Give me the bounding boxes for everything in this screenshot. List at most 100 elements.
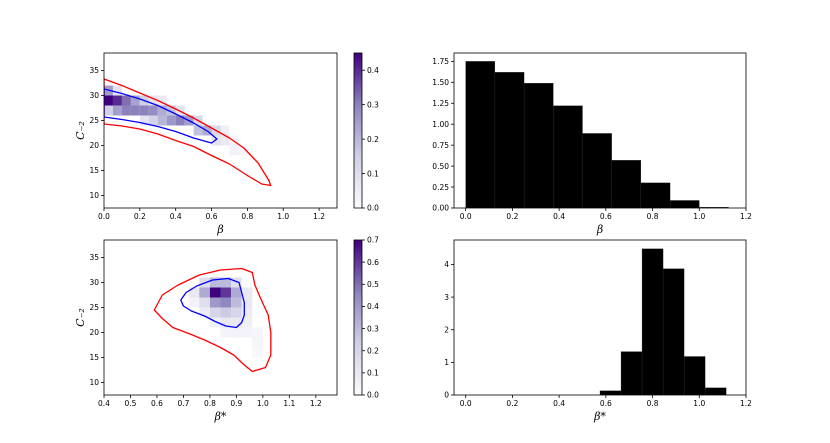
y-tick-label: 35 — [89, 66, 99, 75]
x-tick-label: 1.0 — [277, 212, 289, 221]
colorbar-tick-label: 0.3 — [367, 100, 379, 109]
heatmap-cell — [241, 317, 253, 328]
heatmap-cell — [199, 297, 210, 308]
heatmap-cell — [220, 277, 232, 288]
y-tick-label: 25 — [89, 303, 99, 312]
x-tick-label: 0.6 — [206, 212, 218, 221]
histogram-bar — [523, 83, 554, 208]
contour-outer-red — [153, 267, 272, 373]
histogram-bar — [620, 351, 643, 395]
x-tick-label: 0.2 — [506, 399, 518, 408]
contour-inner-blue — [180, 277, 245, 329]
heatmap-cell — [148, 105, 158, 116]
histogram-bar — [599, 390, 622, 395]
x-axis-label: β — [216, 223, 223, 236]
heatmap-cell — [166, 105, 176, 116]
y-axis-label: C₋₂ — [74, 121, 87, 140]
heatmap-cell — [209, 317, 221, 328]
x-tick-label: 1.2 — [740, 399, 752, 408]
colorbar — [353, 52, 363, 209]
x-tick-label: 1.0 — [693, 212, 705, 221]
heatmap-cell — [231, 307, 242, 318]
y-tick-label: 0.00 — [432, 204, 449, 213]
heatmap-cell — [209, 307, 221, 318]
heatmap-cell — [139, 115, 149, 126]
x-tick-label: 0.0 — [460, 399, 472, 408]
colorbar-tick-label: 0.1 — [367, 369, 379, 378]
axes-frame — [103, 239, 338, 396]
x-tick-label: 1.2 — [740, 212, 752, 221]
colorbar-tick-label: 0.6 — [367, 258, 379, 267]
heatmap-cell — [104, 105, 113, 116]
x-axis-label: β* — [593, 410, 606, 423]
y-tick-label: 10 — [89, 378, 99, 387]
heatmap-cell — [157, 95, 167, 106]
y-tick-label: 1 — [444, 358, 449, 367]
x-tick-label: 0.4 — [98, 399, 110, 408]
x-tick-label: 0.0 — [98, 212, 110, 221]
heatmap-cell — [220, 327, 232, 338]
contour-outer-red — [104, 78, 272, 187]
axes-frame — [453, 239, 747, 396]
y-tick-label: 30 — [89, 91, 99, 100]
heatmap-cell — [231, 317, 242, 328]
x-tick-label: 1.2 — [310, 399, 322, 408]
x-tick-label: 0.8 — [241, 212, 253, 221]
y-tick-label: 20 — [89, 328, 99, 337]
heatmap-cell — [112, 95, 122, 106]
histogram-bar — [662, 268, 685, 395]
plot-area-top-right — [465, 61, 729, 208]
heatmap-cell — [241, 327, 253, 338]
heatmap-cell — [148, 115, 158, 126]
heatmap-cell — [231, 327, 242, 338]
colorbar-tick-label: 0.1 — [367, 169, 379, 178]
histogram-bar — [494, 72, 525, 208]
y-tick-label: 0.50 — [432, 162, 449, 171]
axes-frame — [453, 52, 747, 209]
colorbar-tick-label: 0.2 — [367, 135, 379, 144]
heatmap-cell — [112, 105, 122, 116]
heatmap-cell — [188, 287, 200, 298]
colorbar-tick-label: 0.3 — [367, 324, 379, 333]
x-tick-label: 1.0 — [693, 399, 705, 408]
panel-bottom-right: 0.0 0.2 0.4 0.6 0.8 1.0 1.2 0 1 2 3 4 β* — [444, 239, 752, 423]
x-tick-label: 0.4 — [170, 212, 182, 221]
heatmap-cell — [220, 307, 232, 318]
y-tick-label: 0.75 — [432, 141, 449, 150]
heatmap-cell — [130, 95, 140, 106]
heatmap-cell — [121, 95, 131, 106]
heatmap-cell — [211, 135, 221, 146]
y-tick-label: 1.50 — [432, 78, 449, 87]
heatmap-cell — [199, 307, 210, 318]
colorbar-tick-label: 0.0 — [367, 204, 379, 213]
panel-top-left: 0.0 0.1 0.2 0.3 0.4 0.0 0.2 0.4 0.6 0.8 1.0 1.2 10 15… — [74, 52, 379, 236]
histogram-bar — [641, 248, 664, 395]
x-tick-label: 0.9 — [230, 399, 242, 408]
heatmap-cell — [241, 287, 253, 298]
colorbar-tick-label: 0.4 — [367, 302, 379, 311]
heatmap-cell — [220, 135, 230, 146]
x-tick-label: 0.6 — [600, 212, 612, 221]
heatmap-cell — [166, 115, 176, 126]
x-tick-label: 1.1 — [283, 399, 295, 408]
x-tick-label: 0.4 — [553, 399, 565, 408]
plot-area-bottom-right — [599, 248, 727, 395]
x-tick-label: 0.2 — [134, 212, 146, 221]
y-tick-label: 15 — [89, 166, 99, 175]
histogram-bar — [640, 182, 671, 208]
heatmap-cell — [193, 125, 203, 136]
x-tick-label: 0.4 — [553, 212, 565, 221]
histogram-bar — [553, 105, 583, 208]
y-tick-label: 0.25 — [432, 183, 449, 192]
heatmap-cell — [220, 287, 232, 298]
heatmap-cell — [199, 287, 210, 298]
heatmap-cell — [241, 307, 253, 318]
histogram-bar — [683, 356, 706, 395]
panel-bottom-left: 0.0 0.1 0.2 0.3 0.4 0.5 0.6 0.7 0.4 0.5 0.6 0.7 0.8 0… — [74, 236, 379, 423]
heatmap-cell — [220, 297, 232, 308]
y-tick-label: 35 — [89, 253, 99, 262]
y-tick-label: 25 — [89, 116, 99, 125]
colorbar-tick-label: 0.7 — [367, 236, 379, 245]
heatmap-cell — [252, 337, 263, 348]
